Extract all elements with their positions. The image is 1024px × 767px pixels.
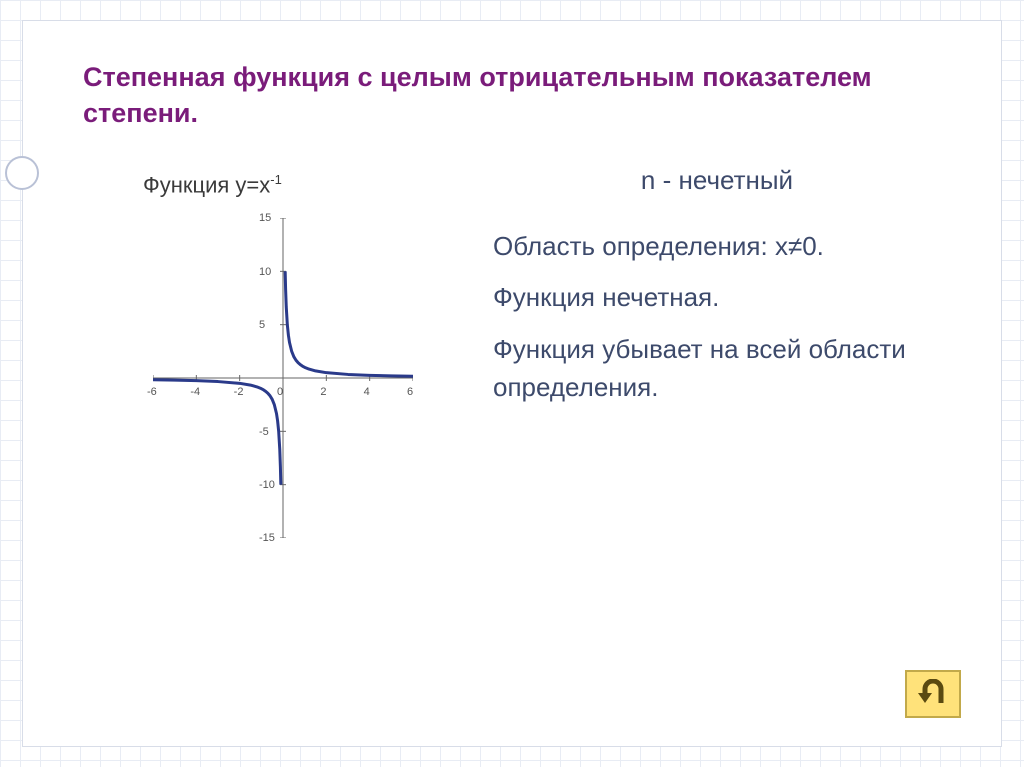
y-tick-label: 5 (259, 319, 265, 331)
y-tick-label: -10 (259, 479, 275, 491)
nav-back-button[interactable] (905, 670, 961, 718)
x-tick-label: 6 (407, 386, 413, 398)
x-tick-label: 2 (320, 386, 326, 398)
chart-column: Функция y=x-1 -6 -4 -2 0 2 4 6 -15 -10 -5 5 10 15 (83, 162, 463, 568)
u-turn-icon (915, 679, 951, 709)
plot-area (153, 218, 413, 538)
x-tick-label: -4 (190, 386, 200, 398)
chart-svg (153, 218, 413, 538)
text-parity: Функция нечетная. (493, 279, 941, 317)
x-tick-label: 0 (277, 386, 283, 398)
text-monotonic: Функция убывает на всей области определе… (493, 331, 941, 406)
text-heading: n - нечетный (493, 162, 941, 200)
slide-title: Степенная функция с целым отрицательным … (83, 59, 941, 132)
slide-frame: Степенная функция с целым отрицательным … (22, 20, 1002, 747)
chart-box: -6 -4 -2 0 2 4 6 -15 -10 -5 5 10 15 (93, 208, 433, 568)
text-column: n - нечетный Область определения: x≠0. Ф… (493, 162, 941, 568)
y-tick-label: 10 (259, 266, 271, 278)
decor-circle (5, 156, 39, 190)
y-tick-label: -5 (259, 426, 269, 438)
content-row: Функция y=x-1 -6 -4 -2 0 2 4 6 -15 -10 -5 5 10 15 n … (83, 162, 941, 568)
x-tick-label: 4 (364, 386, 370, 398)
chart-title-prefix: Функция y=x (143, 172, 270, 197)
chart-title: Функция y=x-1 (143, 172, 463, 198)
x-tick-label: -6 (147, 386, 157, 398)
y-tick-label: -15 (259, 532, 275, 544)
x-tick-label: -2 (234, 386, 244, 398)
chart-title-sup: -1 (270, 172, 282, 187)
y-tick-label: 15 (259, 212, 271, 224)
text-domain: Область определения: x≠0. (493, 228, 941, 266)
